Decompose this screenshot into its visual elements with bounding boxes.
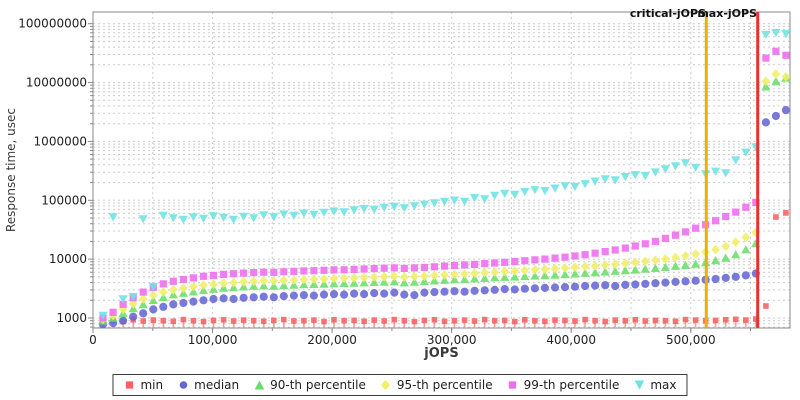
svg-text:200,000: 200,000: [307, 333, 357, 347]
series-max: [98, 29, 791, 320]
svg-text:100000: 100000: [41, 193, 87, 207]
series-90-th-percentile: [98, 73, 791, 325]
svg-text:500,000: 500,000: [666, 333, 716, 347]
legend-item-median: median: [177, 378, 239, 392]
legend-label: 90-th percentile: [270, 378, 366, 392]
legend-label: min: [140, 378, 164, 392]
svg-text:100,000: 100,000: [188, 333, 238, 347]
square-stem-icon: [125, 381, 134, 389]
max-jops-line-label: max-jOPS: [697, 7, 757, 20]
svg-text:10000: 10000: [49, 252, 87, 266]
legend-item-max: max: [633, 378, 677, 392]
svg-text:1000000: 1000000: [34, 134, 87, 148]
series-99-th-percentile: [99, 47, 790, 322]
x-axis-title: jOPS: [424, 346, 459, 361]
svg-text:100000000: 100000000: [18, 17, 87, 31]
legend-item-90-th-percentile: 90-th percentile: [253, 378, 366, 392]
axis-ticks: [88, 23, 751, 333]
triangle-down-icon: [634, 380, 645, 390]
legend-label: median: [194, 378, 240, 392]
chart-legend: min median 90-th percentile 95-th percentil…: [112, 374, 688, 396]
legend-label: 99-th percentile: [523, 378, 620, 392]
axis-tick-labels: 1000 10000 100000 1000000 10000000 100000000 0…: [18, 17, 715, 347]
svg-text:400,000: 400,000: [546, 333, 596, 347]
svg-text:10000000: 10000000: [26, 76, 87, 90]
y-axis-title: Response time, usec: [4, 107, 18, 233]
svg-text:300,000: 300,000: [427, 333, 477, 347]
legend-item-95-th-percentile: 95-th percentile: [380, 378, 493, 392]
legend-item-99-th-percentile: 99-th percentile: [507, 378, 620, 392]
series-95-th-percentile: [98, 69, 791, 325]
legend-item-min: min: [123, 378, 163, 392]
gridlines: [93, 12, 790, 328]
legend-label: max: [650, 378, 677, 392]
svg-text:1000: 1000: [56, 311, 87, 325]
critical-jops-line-label: critical-jOPS: [629, 7, 706, 20]
legend-label: 95-th percentile: [396, 378, 493, 392]
triangle-up-icon: [254, 380, 264, 390]
circle-icon: [179, 381, 187, 389]
plot-frame: [92, 11, 791, 329]
svg-text:0: 0: [89, 333, 97, 347]
diamond-icon: [381, 380, 391, 390]
square-icon: [509, 381, 517, 389]
series-median: [98, 106, 791, 329]
